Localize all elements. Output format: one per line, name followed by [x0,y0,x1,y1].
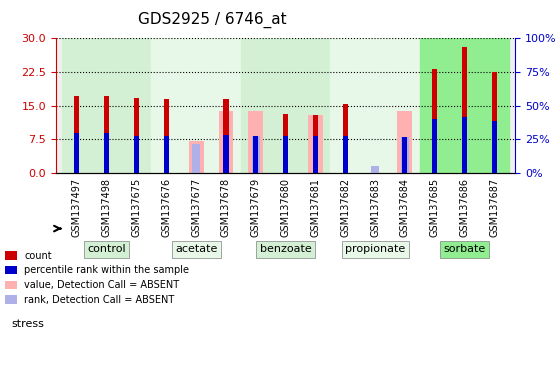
Bar [241,38,330,173]
Bar [252,136,259,173]
Bar [492,72,497,173]
Text: stress: stress [11,319,44,329]
Bar [248,111,263,173]
Bar [398,111,412,173]
Bar [74,133,80,173]
Bar [492,121,497,173]
Bar [432,69,437,173]
Bar [330,38,420,173]
Text: benzoate: benzoate [260,244,311,254]
Bar [164,136,169,173]
Bar [462,47,467,173]
Text: propionate: propionate [345,244,405,254]
Text: sorbate: sorbate [444,244,486,254]
Bar [308,114,323,173]
Text: acetate: acetate [175,244,217,254]
Bar [343,136,348,173]
Bar [432,119,437,173]
Bar [164,99,169,173]
Bar [134,136,139,173]
Text: control: control [87,244,126,254]
Bar [104,133,109,173]
Bar [62,38,151,173]
Bar [223,99,228,173]
Bar [74,96,80,173]
Bar [371,166,379,173]
Bar [420,38,509,173]
Bar [283,114,288,173]
Bar [253,136,258,173]
Bar [313,136,318,173]
Bar [193,144,200,173]
Bar [189,141,204,173]
Bar [223,135,228,173]
Bar [151,38,241,173]
Bar [401,137,409,173]
Bar [343,104,348,173]
Bar [313,114,318,173]
Bar [462,117,467,173]
Bar [134,98,139,173]
Legend: count, percentile rank within the sample, value, Detection Call = ABSENT, rank, : count, percentile rank within the sample… [1,247,193,309]
Bar [104,96,109,173]
Bar [283,136,288,173]
Text: GDS2925 / 6746_at: GDS2925 / 6746_at [138,12,287,28]
Bar [402,137,408,173]
Bar [218,111,234,173]
